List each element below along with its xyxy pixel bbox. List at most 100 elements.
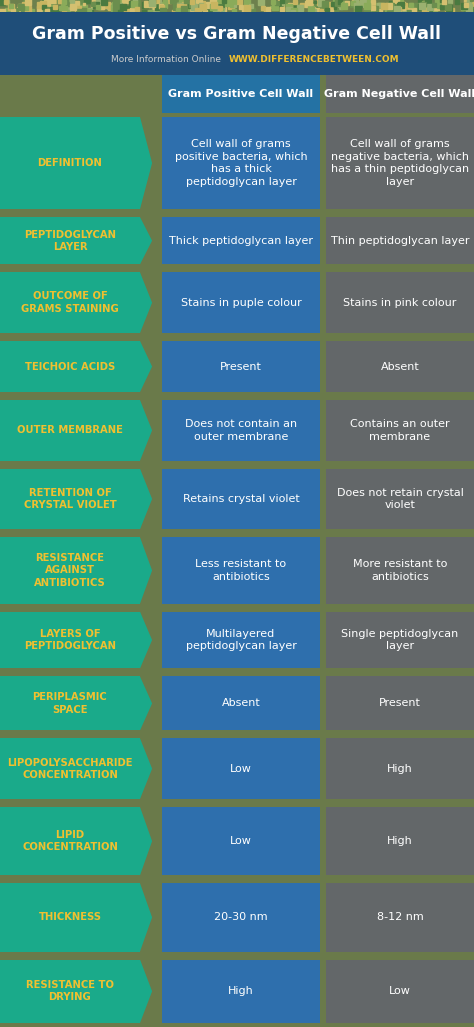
FancyBboxPatch shape <box>162 117 320 210</box>
FancyBboxPatch shape <box>0 12 474 75</box>
Text: Does not retain crystal
violet: Does not retain crystal violet <box>337 488 464 510</box>
Text: OUTCOME OF
GRAMS STAINING: OUTCOME OF GRAMS STAINING <box>21 292 119 314</box>
FancyBboxPatch shape <box>0 396 474 464</box>
Polygon shape <box>140 117 152 210</box>
Polygon shape <box>140 612 152 669</box>
Text: Absent: Absent <box>222 698 260 709</box>
FancyBboxPatch shape <box>0 955 474 1027</box>
FancyBboxPatch shape <box>162 341 320 392</box>
Text: RESISTANCE TO
DRYING: RESISTANCE TO DRYING <box>26 980 114 1002</box>
Text: Thick peptidoglycan layer: Thick peptidoglycan layer <box>169 236 313 245</box>
FancyBboxPatch shape <box>326 272 474 333</box>
Text: Contains an outer
membrane: Contains an outer membrane <box>350 419 450 442</box>
Text: OUTER MEMBRANE: OUTER MEMBRANE <box>17 425 123 435</box>
Text: LIPID
CONCENTRATION: LIPID CONCENTRATION <box>22 830 118 852</box>
Text: Cell wall of grams
positive bacteria, which
has a thick
peptidoglycan layer: Cell wall of grams positive bacteria, wh… <box>175 140 307 187</box>
FancyBboxPatch shape <box>0 537 140 604</box>
FancyBboxPatch shape <box>326 537 474 604</box>
FancyBboxPatch shape <box>162 272 320 333</box>
Text: PERIPLASMIC
SPACE: PERIPLASMIC SPACE <box>33 692 108 715</box>
FancyBboxPatch shape <box>162 959 320 1023</box>
FancyBboxPatch shape <box>326 612 474 669</box>
FancyBboxPatch shape <box>326 883 474 952</box>
FancyBboxPatch shape <box>162 612 320 669</box>
FancyBboxPatch shape <box>0 959 140 1023</box>
Polygon shape <box>140 537 152 604</box>
Text: Gram Positive Cell Wall: Gram Positive Cell Wall <box>168 89 314 99</box>
Polygon shape <box>140 807 152 875</box>
Text: Single peptidoglycan
layer: Single peptidoglycan layer <box>341 629 459 651</box>
FancyBboxPatch shape <box>326 807 474 875</box>
Text: 8-12 nm: 8-12 nm <box>377 912 423 922</box>
Text: LIPOPOLYSACCHARIDE
CONCENTRATION: LIPOPOLYSACCHARIDE CONCENTRATION <box>7 758 133 779</box>
Polygon shape <box>140 959 152 1023</box>
FancyBboxPatch shape <box>0 268 474 337</box>
FancyBboxPatch shape <box>0 217 140 264</box>
Text: Low: Low <box>230 764 252 773</box>
FancyBboxPatch shape <box>0 803 474 879</box>
Text: High: High <box>228 986 254 996</box>
FancyBboxPatch shape <box>0 807 140 875</box>
Text: Low: Low <box>230 836 252 846</box>
Text: Gram Negative Cell Wall: Gram Negative Cell Wall <box>324 89 474 99</box>
FancyBboxPatch shape <box>0 883 140 952</box>
FancyBboxPatch shape <box>0 75 474 113</box>
Polygon shape <box>140 883 152 952</box>
FancyBboxPatch shape <box>326 677 474 730</box>
FancyBboxPatch shape <box>326 341 474 392</box>
Text: Gram Positive vs Gram Negative Cell Wall: Gram Positive vs Gram Negative Cell Wall <box>33 25 441 43</box>
Text: 20-30 nm: 20-30 nm <box>214 912 268 922</box>
Text: RETENTION OF
CRYSTAL VIOLET: RETENTION OF CRYSTAL VIOLET <box>24 488 117 510</box>
Polygon shape <box>140 217 152 264</box>
Text: High: High <box>387 836 413 846</box>
Text: Does not contain an
outer membrane: Does not contain an outer membrane <box>185 419 297 442</box>
FancyBboxPatch shape <box>0 608 474 673</box>
FancyBboxPatch shape <box>326 75 474 113</box>
Polygon shape <box>140 401 152 461</box>
FancyBboxPatch shape <box>0 677 140 730</box>
Text: PEPTIDOGLYCAN
LAYER: PEPTIDOGLYCAN LAYER <box>24 229 116 252</box>
FancyBboxPatch shape <box>0 673 474 734</box>
FancyBboxPatch shape <box>0 341 140 392</box>
Text: RESISTANCE
AGAINST
ANTIBIOTICS: RESISTANCE AGAINST ANTIBIOTICS <box>34 554 106 587</box>
FancyBboxPatch shape <box>326 217 474 264</box>
FancyBboxPatch shape <box>162 401 320 461</box>
FancyBboxPatch shape <box>326 738 474 799</box>
FancyBboxPatch shape <box>0 464 474 533</box>
Text: Cell wall of grams
negative bacteria, which
has a thin peptidoglycan
layer: Cell wall of grams negative bacteria, wh… <box>331 140 469 187</box>
FancyBboxPatch shape <box>0 213 474 268</box>
Text: WWW.DIFFERENCEBETWEEN.COM: WWW.DIFFERENCEBETWEEN.COM <box>229 54 400 64</box>
FancyBboxPatch shape <box>162 738 320 799</box>
Polygon shape <box>140 677 152 730</box>
FancyBboxPatch shape <box>326 468 474 529</box>
Text: Thin peptidoglycan layer: Thin peptidoglycan layer <box>331 236 469 245</box>
Text: Present: Present <box>379 698 421 709</box>
FancyBboxPatch shape <box>0 272 140 333</box>
FancyBboxPatch shape <box>0 337 474 396</box>
FancyBboxPatch shape <box>162 75 320 113</box>
Polygon shape <box>140 738 152 799</box>
FancyBboxPatch shape <box>0 738 140 799</box>
Text: Absent: Absent <box>381 362 419 372</box>
FancyBboxPatch shape <box>162 537 320 604</box>
Text: Retains crystal violet: Retains crystal violet <box>182 494 300 504</box>
Text: TEICHOIC ACIDS: TEICHOIC ACIDS <box>25 362 115 372</box>
FancyBboxPatch shape <box>162 883 320 952</box>
Text: Less resistant to
antibiotics: Less resistant to antibiotics <box>195 560 287 581</box>
Text: High: High <box>387 764 413 773</box>
FancyBboxPatch shape <box>326 959 474 1023</box>
Text: DEFINITION: DEFINITION <box>37 158 102 168</box>
Text: More Information Online: More Information Online <box>111 54 227 64</box>
FancyBboxPatch shape <box>0 468 140 529</box>
FancyBboxPatch shape <box>326 401 474 461</box>
Polygon shape <box>140 272 152 333</box>
Text: More resistant to
antibiotics: More resistant to antibiotics <box>353 560 447 581</box>
Text: Present: Present <box>220 362 262 372</box>
Text: THICKNESS: THICKNESS <box>38 912 101 922</box>
Text: Low: Low <box>389 986 411 996</box>
FancyBboxPatch shape <box>326 117 474 210</box>
Text: Multilayered
peptidoglycan layer: Multilayered peptidoglycan layer <box>185 629 296 651</box>
FancyBboxPatch shape <box>0 533 474 608</box>
FancyBboxPatch shape <box>0 117 140 210</box>
FancyBboxPatch shape <box>162 807 320 875</box>
